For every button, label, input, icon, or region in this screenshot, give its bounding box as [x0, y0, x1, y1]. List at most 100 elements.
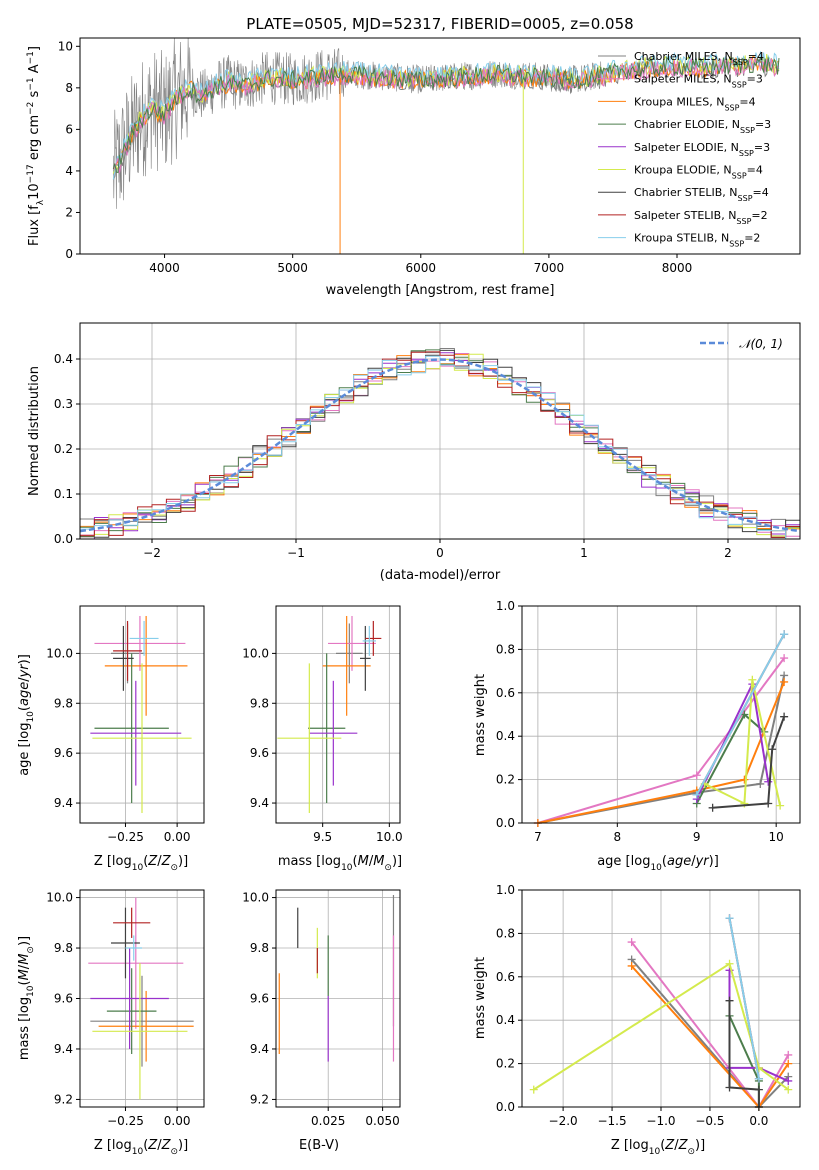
legend-label: Kroupa ELODIE, NSSP=4 [634, 164, 763, 181]
spectrum-legend: Chabrier MILES, NSSP=4 Salpeter MILES, NS… [598, 50, 771, 248]
normal-curve-legend-label: 𝒩(0, 1) [739, 337, 783, 351]
weight-marker [756, 779, 765, 788]
weight-marker [725, 959, 734, 968]
x-tick-label: 9.5 [313, 830, 332, 844]
axes-frame [521, 889, 801, 1108]
wage-ylabel: mass weight [473, 674, 488, 756]
mass-vs-reddening-panel: 0.025 0.050 9.2 9.4 9.6 9.8 10.0 [242, 889, 401, 1128]
weight-marker [748, 675, 757, 684]
model-spectrum-line [112, 56, 780, 173]
residual-xlabel: (data-model)/error [380, 568, 501, 583]
weight-marker [627, 938, 636, 947]
y-tick-label: 0.6 [496, 686, 515, 700]
weight-line [712, 716, 786, 809]
y-tick-label: 9.8 [250, 941, 269, 955]
y-tick-label: 9.6 [250, 992, 269, 1006]
spectrum-axes-frame [79, 37, 801, 255]
weight-marker [764, 799, 773, 808]
observed-spectrum-line [113, 37, 607, 209]
weight-line [728, 1000, 760, 1107]
y-tick-label: 0.2 [496, 1057, 515, 1071]
agez-ylabel: age [log10(age/yr)] [17, 654, 36, 776]
weight-marker [784, 1085, 793, 1094]
x-tick-label: 2 [724, 546, 732, 560]
residual-ylabel: Normed distribution [27, 366, 42, 496]
weight-marker [784, 1059, 793, 1068]
y-tick-label: 9.6 [54, 992, 73, 1006]
x-tick-label: 0.00 [164, 1114, 191, 1128]
legend-label: Salpeter STELIB, NSSP=2 [634, 209, 768, 226]
weight-vs-metallicity-panel: −2.0 −1.5 −1.0 −0.5 0.0 0.0 0.2 0.4 0.6 0.8 1.0 [496, 883, 801, 1128]
x-tick-label: 0.00 [164, 830, 191, 844]
x-tick-label: 7000 [534, 261, 565, 275]
x-tick-label: 0 [436, 546, 444, 560]
weight-marker [627, 961, 636, 970]
x-tick-label: −0.25 [107, 830, 144, 844]
weight-marker [754, 1074, 763, 1083]
weight-marker [784, 1050, 793, 1059]
x-tick-label: −0.5 [695, 1114, 724, 1128]
residual-legend: 𝒩(0, 1) [700, 337, 783, 351]
y-tick-label: 9.4 [250, 1042, 269, 1056]
mass-vs-metallicity-panel: −0.25 0.00 9.2 9.4 9.6 9.8 10.0 [46, 889, 205, 1128]
x-tick-label: 10 [769, 830, 784, 844]
y-tick-label: 0.8 [496, 926, 515, 940]
x-tick-label: −2.0 [549, 1114, 578, 1128]
weight-marker [708, 803, 717, 812]
x-tick-label: 1 [580, 546, 588, 560]
x-tick-label: 4000 [149, 261, 180, 275]
weight-vs-age-panel: 7 8 9 10 0.0 0.2 0.4 0.6 0.8 1.0 [496, 599, 801, 844]
x-tick-label: −1.0 [646, 1114, 675, 1128]
x-tick-label: 9 [693, 830, 701, 844]
x-tick-label: 0.0 [749, 1114, 768, 1128]
x-tick-label: 7 [534, 830, 542, 844]
weight-line [704, 679, 782, 806]
y-tick-label: 0.0 [54, 532, 73, 546]
y-tick-label: 6 [65, 122, 73, 136]
agez-xlabel: Z [log10(Z/Z⊙)] [94, 854, 188, 873]
y-tick-label: 0.0 [496, 1100, 515, 1114]
axes-frame [521, 605, 801, 824]
weight-marker [780, 654, 789, 663]
y-tick-label: 0.4 [496, 1013, 515, 1027]
wz-xlabel: Z [log10(Z/Z⊙)] [611, 1138, 705, 1157]
y-tick-label: 9.8 [250, 696, 269, 710]
x-tick-label: −0.25 [107, 1114, 144, 1128]
y-tick-label: 0.4 [54, 352, 73, 366]
legend-label: Kroupa STELIB, NSSP=2 [634, 232, 760, 249]
legend-label: Chabrier ELODIE, NSSP=3 [634, 118, 771, 135]
y-tick-label: 9.8 [54, 941, 73, 955]
weight-marker [725, 996, 734, 1005]
axes-frame [275, 889, 401, 1108]
y-tick-label: 9.6 [54, 746, 73, 760]
age-vs-mass-panel: 9.5 10.0 9.4 9.6 9.8 10.0 [242, 605, 403, 844]
axes-frame [79, 889, 205, 1108]
y-tick-label: 9.4 [250, 796, 269, 810]
legend-label: Chabrier STELIB, NSSP=4 [634, 186, 769, 203]
y-tick-label: 9.2 [250, 1092, 269, 1106]
x-tick-label: −1.5 [597, 1114, 626, 1128]
x-tick-label: 0.025 [311, 1114, 345, 1128]
y-tick-label: 0.6 [496, 970, 515, 984]
y-tick-label: 9.6 [250, 746, 269, 760]
y-tick-label: 0.4 [496, 729, 515, 743]
y-tick-label: 0.2 [496, 773, 515, 787]
y-tick-label: 0.0 [496, 816, 515, 830]
weight-marker [740, 710, 749, 719]
agem-xlabel: mass [log10(M/M⊙)] [278, 854, 402, 873]
wage-xlabel: age [log10(age/yr)] [597, 854, 719, 873]
y-tick-label: 4 [65, 164, 73, 178]
massz-xlabel: Z [log10(Z/Z⊙)] [94, 1138, 188, 1157]
y-tick-label: 9.8 [54, 696, 73, 710]
weight-marker [740, 775, 749, 784]
weight-marker [784, 1076, 793, 1085]
spectrum-ylabel: Flux [fλ10−17 erg cm−2 s−1 A−1] [26, 46, 46, 246]
age-vs-metallicity-panel: −0.25 0.00 9.4 9.6 9.8 10.0 [46, 605, 205, 844]
y-tick-label: 10.0 [46, 891, 73, 905]
y-tick-label: 9.4 [54, 796, 73, 810]
legend-label: Salpeter MILES, NSSP=3 [634, 73, 763, 90]
y-tick-label: 0 [65, 247, 73, 261]
spectrum-xlabel: wavelength [Angstrom, rest frame] [326, 283, 555, 298]
weight-line [695, 633, 785, 796]
weight-line [537, 675, 786, 824]
